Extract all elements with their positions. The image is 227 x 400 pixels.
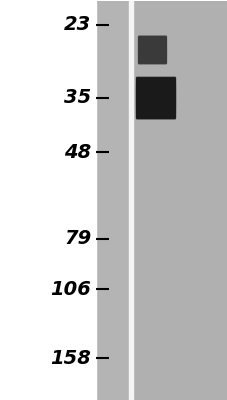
- Text: 48: 48: [64, 143, 91, 162]
- Text: 79: 79: [64, 229, 91, 248]
- Text: 158: 158: [50, 349, 91, 368]
- Text: 23: 23: [64, 15, 91, 34]
- Text: 106: 106: [50, 280, 91, 299]
- Text: 35: 35: [64, 88, 91, 107]
